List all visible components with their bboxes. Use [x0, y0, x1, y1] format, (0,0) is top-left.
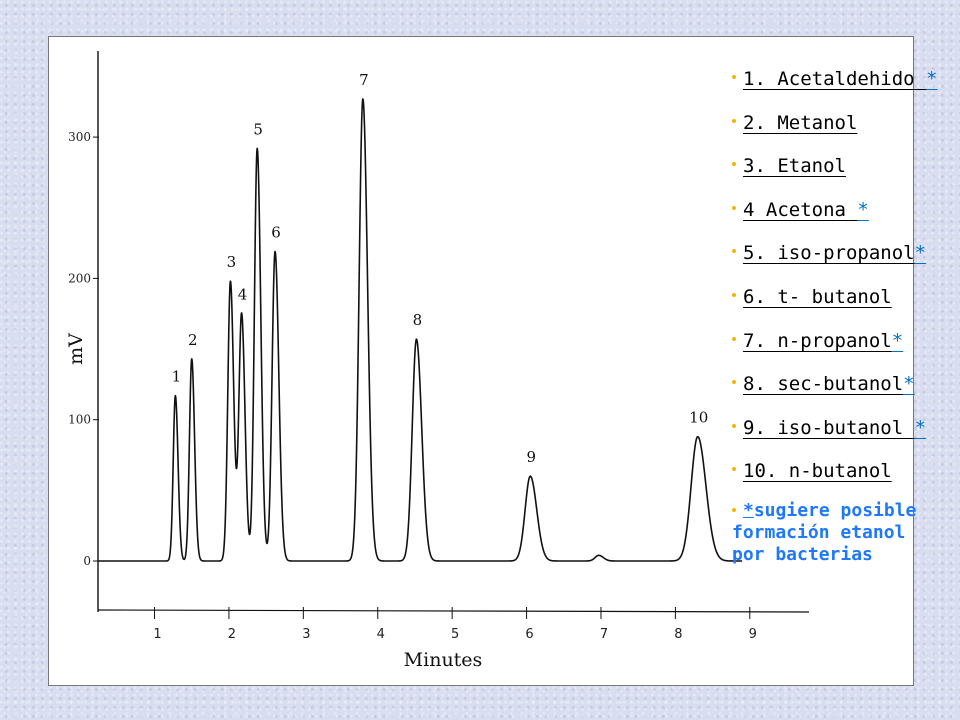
legend-item[interactable]: 3. Etanol [732, 151, 960, 195]
asterisk-link[interactable]: * [914, 416, 927, 439]
note-asterisk-link[interactable]: * [743, 499, 754, 521]
peak-label: 3 [227, 253, 237, 271]
peak-labels: 1 2 34 5 6 7 8 9 10 [172, 71, 709, 466]
asterisk-link[interactable]: * [926, 68, 938, 90]
bullet-icon [732, 249, 736, 254]
note-line: formación etanol [732, 521, 906, 543]
bullet-icon [732, 162, 736, 167]
bullet-icon [732, 336, 736, 341]
legend-item[interactable]: 1. Acetaldehido * [732, 64, 960, 108]
legend-item-label: 4 Acetona [743, 198, 858, 221]
x-tick-label: 8 [674, 627, 682, 642]
asterisk-link[interactable]: * [914, 242, 927, 265]
bullet-icon [732, 380, 736, 385]
x-tick-label: 3 [302, 627, 310, 642]
asterisk-link[interactable]: * [891, 329, 904, 352]
peak-label: 7 [359, 71, 369, 89]
legend-item[interactable]: 4 Acetona * [732, 195, 960, 239]
peak-label: 10 [689, 409, 708, 427]
legend-item-label: 2. Metanol [743, 111, 858, 134]
y-tick-label: 300 [68, 130, 91, 144]
note-text: sugiere posible [753, 499, 917, 521]
x-tick-label: 2 [228, 627, 236, 642]
bullet-icon [732, 507, 736, 512]
y-tick-label: 0 [83, 554, 91, 568]
legend-item-label: 6. t- butanol [743, 285, 892, 308]
legend-item-label: 10. n-butanol [743, 460, 892, 483]
legend-item[interactable]: 9. iso-butanol * [732, 413, 960, 457]
x-tick-label: 1 [153, 627, 161, 642]
legend-item[interactable]: 10. n-butanol [732, 456, 960, 500]
x-tick-label: 7 [600, 627, 608, 642]
chromatogram-trace-group [98, 98, 743, 562]
peak-label: 2 [188, 331, 198, 349]
x-axis-title: Minutes [404, 649, 483, 671]
x-axis-line [97, 609, 810, 613]
peak-label: 1 [172, 368, 182, 386]
chromatogram-trace [98, 98, 743, 562]
legend-item[interactable]: 5. iso-propanol* [732, 238, 960, 282]
peak-label: 4 [238, 286, 248, 304]
bullet-icon [732, 423, 736, 428]
bullet-icon [732, 467, 736, 472]
peak-label: 9 [527, 448, 537, 466]
bullet-icon [732, 118, 736, 123]
legend-item-label: 9. iso-butanol [743, 416, 915, 439]
peak-label: 8 [413, 311, 423, 329]
y-axis-title: mV [65, 333, 87, 365]
compound-legend: 1. Acetaldehido * 2. Metanol 3. Etanol 4… [732, 64, 960, 566]
bullet-icon [732, 75, 736, 79]
y-tick-label: 200 [68, 271, 91, 285]
chart-panel: 0 100 200 300 1 2 3 4 5 6 7 8 9 1 2 3 4 5 6 7 8 9 10 mV Minut… [48, 36, 914, 686]
note-line: por bacterias [732, 543, 873, 565]
x-tick-label: 9 [749, 627, 757, 642]
legend-item-label: 7. n-propanol [743, 329, 892, 352]
asterisk-link[interactable]: * [903, 373, 915, 396]
y-tick-label: 100 [68, 413, 91, 427]
legend-note: *sugiere posible formación etanol por ba… [732, 500, 960, 566]
bullet-icon [732, 292, 736, 297]
legend-item[interactable]: 8. sec-butanol* [732, 369, 960, 413]
legend-item-label: 3. Etanol [743, 155, 846, 178]
legend-item[interactable]: 2. Metanol [732, 108, 960, 152]
x-tick-label: 4 [377, 627, 385, 642]
legend-item-label: 5. iso-propanol [743, 242, 915, 265]
note-line: *sugiere posible [732, 500, 960, 522]
peak-label: 6 [271, 224, 281, 242]
legend-item-label: 8. sec-butanol [743, 373, 904, 396]
legend-item-label: 1. Acetaldehido [743, 68, 927, 90]
asterisk-link[interactable]: * [857, 198, 869, 221]
x-tick-label: 5 [451, 627, 459, 642]
x-tick-label: 6 [525, 627, 533, 642]
legend-item[interactable]: 7. n-propanol* [732, 326, 960, 370]
legend-item[interactable]: 6. t- butanol [732, 282, 960, 326]
peak-label: 5 [253, 120, 263, 138]
bullet-icon [732, 205, 736, 210]
